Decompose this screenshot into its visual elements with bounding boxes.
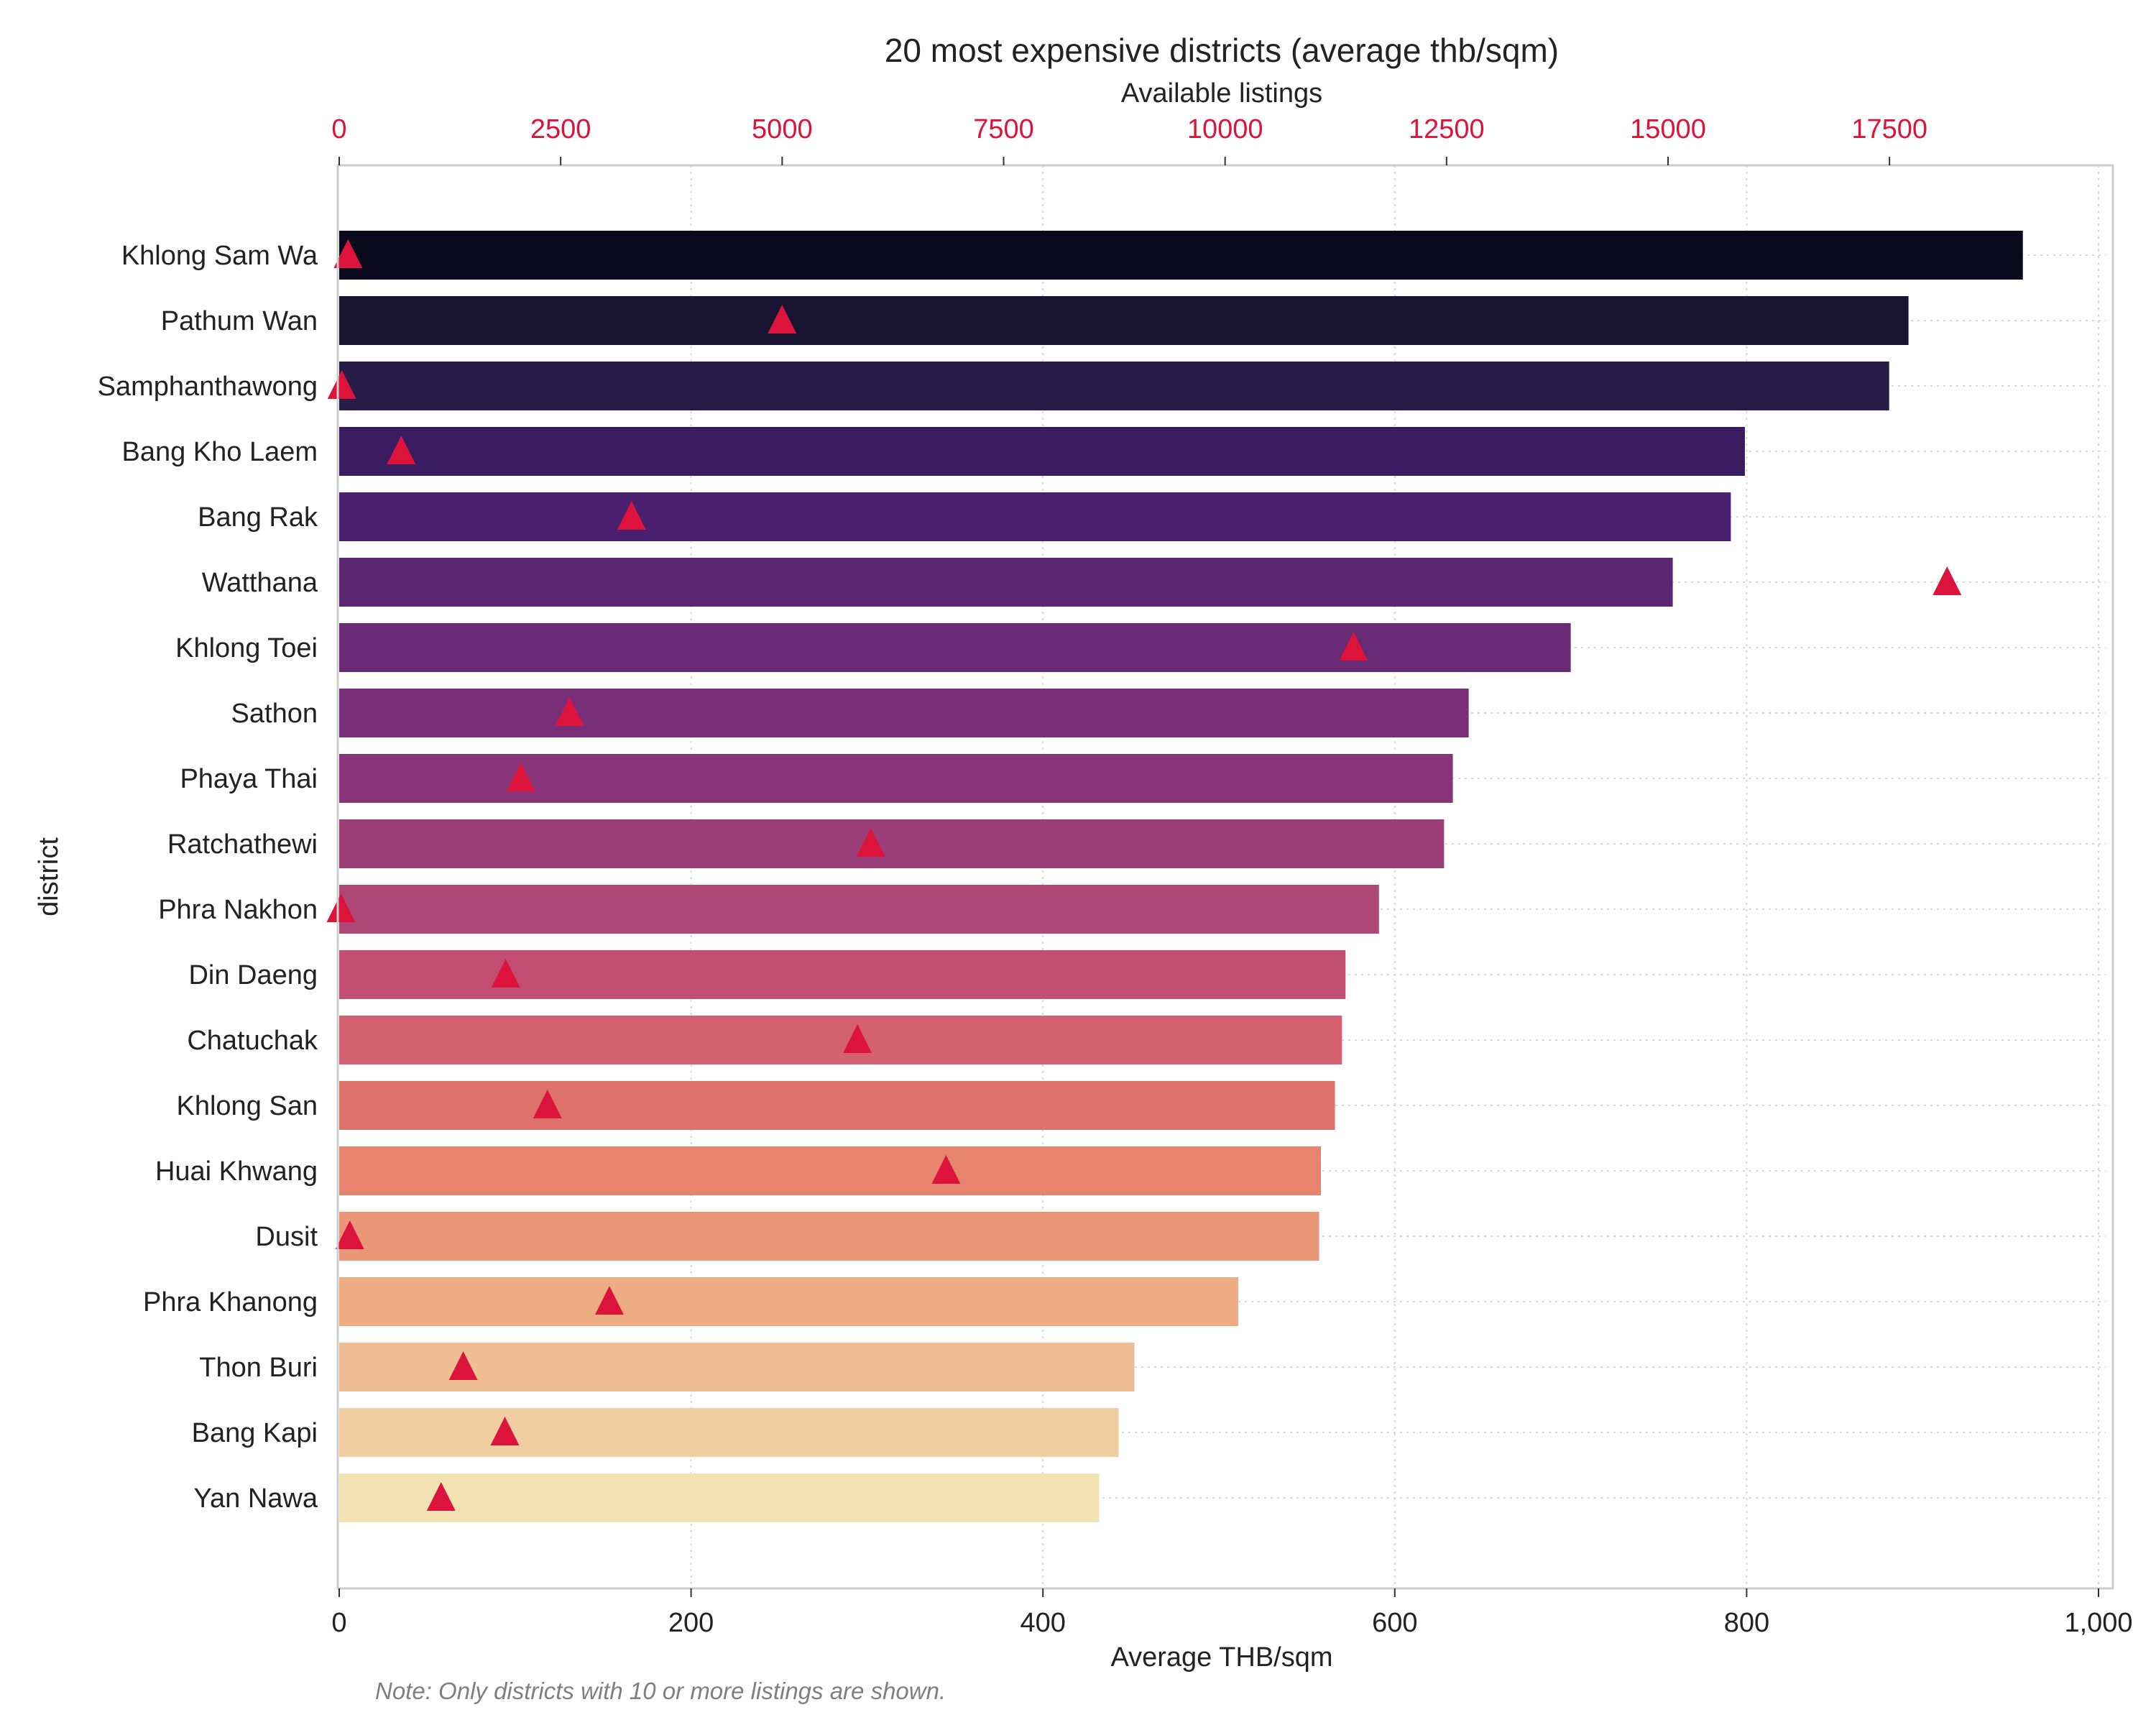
category-label: Samphanthawong — [98, 372, 318, 402]
category-label: Phra Khanong — [143, 1287, 318, 1317]
category-label: Phra Nakhon — [158, 895, 318, 925]
x-axis-ticks: 0 200 400 600 800 1,000 — [331, 1588, 2133, 1638]
x-tick-label: 600 — [1372, 1608, 1417, 1638]
category-label: Phaya Thai — [180, 764, 318, 794]
bar — [339, 950, 1346, 999]
top-tick-label: 7500 — [973, 114, 1034, 144]
listing-marker — [490, 1417, 520, 1445]
bar — [339, 1146, 1321, 1195]
top-tick-label: 10000 — [1187, 114, 1263, 144]
listing-marker — [931, 1155, 961, 1184]
category-label: Chatuchak — [187, 1026, 318, 1056]
top-tick-label: 12500 — [1409, 114, 1485, 144]
category-label: Khlong Toei — [175, 633, 318, 663]
listing-marker — [594, 1286, 624, 1315]
bar — [339, 754, 1453, 803]
bar — [339, 1277, 1238, 1326]
x-tick-label: 400 — [1020, 1608, 1065, 1638]
top-tick-label: 17500 — [1851, 114, 1927, 144]
bar — [339, 819, 1445, 868]
top-axis-label: Available listings — [1121, 78, 1322, 109]
category-label: Khlong Sam Wa — [121, 241, 318, 271]
category-label: Bang Rak — [198, 502, 318, 533]
listing-marker — [617, 501, 646, 530]
category-label: Bang Kho Laem — [121, 437, 318, 467]
category-label: Khlong San — [177, 1091, 318, 1121]
listing-marker — [326, 893, 356, 922]
chart-title: 20 most expensive districts (average thb… — [885, 32, 1559, 69]
category-label: Dusit — [255, 1222, 318, 1252]
category-label: Sathon — [231, 699, 318, 729]
bar — [339, 1343, 1135, 1392]
bar — [339, 231, 2023, 280]
x-axis-label: Average THB/sqm — [1110, 1642, 1332, 1673]
bar — [339, 427, 1745, 476]
listing-marker — [333, 239, 363, 268]
bar — [339, 885, 1379, 934]
category-label: Bang Kapi — [192, 1418, 318, 1448]
x-tick-label: 1,000 — [2064, 1608, 2132, 1638]
top-tick-label: 5000 — [752, 114, 813, 144]
category-label: Din Daeng — [188, 960, 318, 990]
bar — [339, 1016, 1342, 1064]
listing-marker — [448, 1351, 478, 1380]
x-tick-label: 800 — [1724, 1608, 1769, 1638]
x-tick-label: 0 — [331, 1608, 346, 1638]
listing-marker — [387, 436, 416, 464]
listing-marker — [856, 828, 885, 857]
bar — [339, 1408, 1119, 1457]
top-axis-ticks: 0 2500 5000 7500 10000 12500 15000 17500 — [331, 114, 1927, 165]
listing-marker — [1339, 632, 1368, 661]
footnote: Note: Only districts with 10 or more lis… — [375, 1678, 946, 1704]
bar — [339, 492, 1731, 541]
listing-marker — [768, 305, 797, 334]
bar — [339, 1473, 1100, 1522]
top-tick-label: 2500 — [530, 114, 591, 144]
bar — [339, 296, 1909, 345]
top-tick-label: 0 — [331, 114, 346, 144]
category-label: Thon Buri — [199, 1353, 318, 1383]
category-label: Ratchathewi — [167, 829, 318, 860]
category-label: Huai Khwang — [155, 1156, 318, 1187]
listing-marker — [506, 763, 535, 791]
listing-marker — [335, 1220, 364, 1249]
listing-marker — [843, 1024, 872, 1053]
listing-markers — [326, 239, 1962, 1511]
listing-marker — [491, 959, 520, 988]
bar — [339, 362, 1889, 410]
listing-marker — [1932, 566, 1962, 595]
bar — [339, 623, 1571, 672]
listing-marker — [555, 697, 584, 726]
listing-marker — [327, 370, 356, 399]
x-tick-label: 200 — [668, 1608, 714, 1638]
bar — [339, 1081, 1335, 1130]
bar — [339, 689, 1469, 737]
listing-marker — [533, 1090, 562, 1118]
y-axis-label: district — [34, 837, 64, 916]
category-labels: Khlong Sam Wa Pathum Wan Samphanthawong Ban… — [98, 241, 318, 1514]
top-tick-label: 15000 — [1630, 114, 1706, 144]
bars — [339, 231, 2023, 1522]
category-label: Pathum Wan — [161, 306, 318, 336]
bar — [339, 558, 1673, 607]
category-label: Yan Nawa — [193, 1484, 318, 1514]
category-label: Watthana — [202, 568, 318, 598]
listing-marker — [426, 1482, 456, 1511]
bar — [339, 1212, 1319, 1261]
